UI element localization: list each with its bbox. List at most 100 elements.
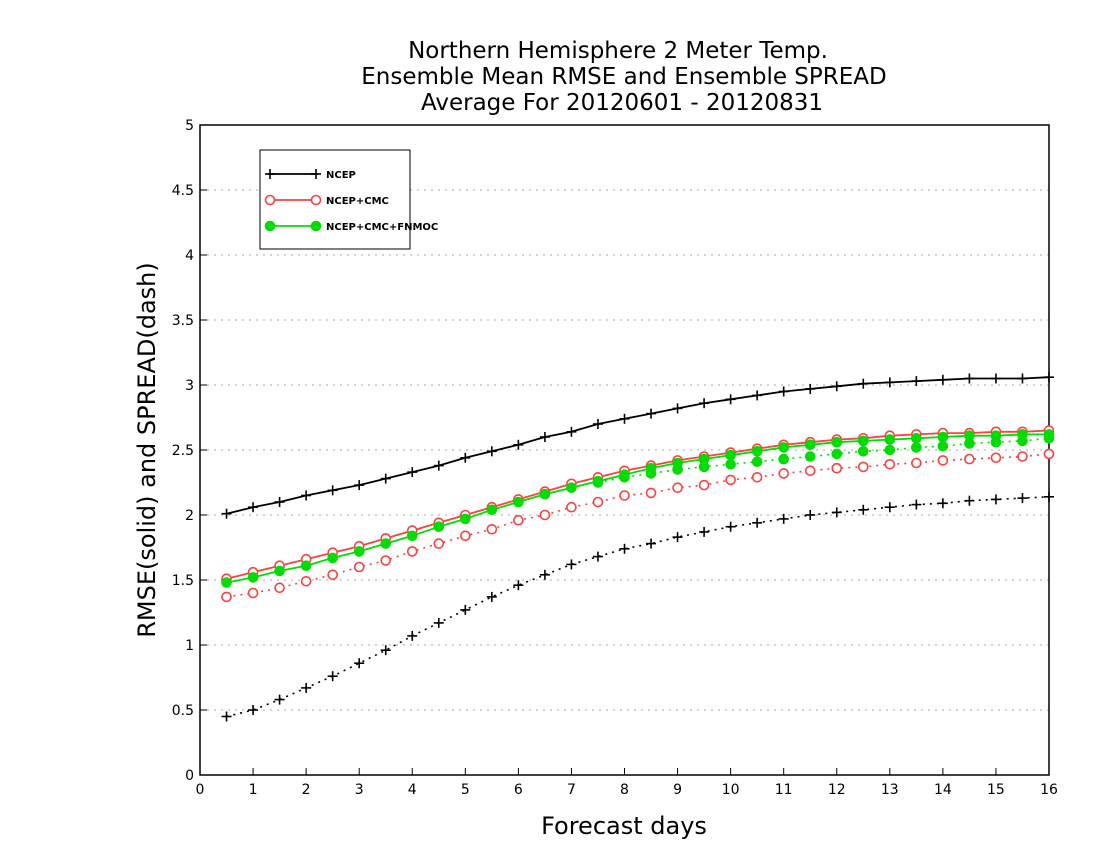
ncep-rmse-point bbox=[1017, 373, 1028, 384]
ncep-cmc-fnmoc-rmse-point bbox=[831, 436, 843, 448]
legend-entry: NCEP+CMC+FNMOC bbox=[264, 220, 438, 233]
x-tick-label: 15 bbox=[987, 782, 1005, 798]
ncep-rmse-point bbox=[354, 480, 365, 491]
ncep-cmc-fnmoc-spread-point bbox=[751, 456, 763, 468]
legend-marker bbox=[310, 220, 322, 232]
ncep-cmc-spread-point bbox=[300, 575, 312, 587]
x-tick-label: 10 bbox=[722, 782, 740, 798]
y-tick-label: 5 bbox=[185, 118, 194, 134]
ncep-rmse-point bbox=[725, 394, 736, 405]
ncep-rmse-point bbox=[248, 502, 259, 513]
ncep-cmc-fnmoc-rmse-point bbox=[857, 435, 869, 447]
ncep-spread-point bbox=[699, 526, 710, 537]
ncep-cmc-spread-point bbox=[1017, 451, 1028, 462]
ncep-cmc-fnmoc-rmse-point bbox=[539, 488, 551, 500]
ncep-cmc-fnmoc-rmse-point bbox=[460, 513, 471, 525]
ncep-spread-point bbox=[964, 495, 975, 506]
ncep-cmc-spread-point bbox=[433, 538, 445, 549]
ncep-cmc-fnmoc-spread-point bbox=[884, 444, 896, 456]
ncep-cmc-fnmoc-rmse-point bbox=[725, 449, 736, 461]
ncep-cmc-spread-point bbox=[911, 457, 922, 469]
ncep-rmse-point bbox=[858, 378, 869, 389]
legend-marker bbox=[264, 220, 276, 232]
ncep-rmse-point bbox=[937, 374, 948, 385]
ncep-spread-point bbox=[221, 711, 232, 722]
ncep-cmc-fnmoc-rmse-point bbox=[911, 433, 922, 444]
ncep-cmc-spread-point bbox=[778, 468, 789, 479]
ncep-cmc-fnmoc-rmse-point bbox=[406, 530, 418, 542]
ncep-rmse-point bbox=[619, 413, 630, 424]
x-tick-label: 9 bbox=[673, 782, 682, 798]
ncep-spread-point bbox=[831, 507, 842, 518]
x-tick-label: 13 bbox=[881, 782, 899, 798]
legend-label: NCEP+CMC+FNMOC bbox=[326, 222, 438, 233]
x-tick-label: 16 bbox=[1040, 782, 1058, 798]
ncep-cmc-fnmoc-rmse-point bbox=[1043, 429, 1055, 440]
ncep-cmc-fnmoc-rmse-point bbox=[380, 538, 392, 549]
ncep-cmc-spread-point bbox=[486, 523, 498, 535]
legend-entries: NCEP NCEP+CMC NCEP+CMC+FNMOC bbox=[264, 169, 438, 233]
ncep-cmc-spread-point bbox=[327, 569, 338, 581]
ncep-rmse-point bbox=[539, 432, 550, 442]
ncep-cmc-spread-point bbox=[672, 482, 683, 494]
ncep-rmse-point bbox=[672, 403, 683, 414]
ncep-cmc-fnmoc-rmse-point bbox=[592, 475, 604, 487]
x-tick-label: 4 bbox=[408, 782, 417, 798]
ncep-cmc-fnmoc-spread-point bbox=[778, 453, 789, 465]
y-axis-label: RMSE(solid) and SPREAD(dash) bbox=[133, 262, 161, 638]
ncep-cmc-spread-point bbox=[751, 471, 763, 483]
ncep-spread-point bbox=[752, 517, 763, 528]
ncep-cmc-fnmoc-rmse-point bbox=[327, 552, 338, 564]
ncep-spread-line bbox=[226, 496, 1050, 718]
chart-title-line-1: Northern Hemisphere 2 Meter Temp. bbox=[408, 38, 828, 64]
ncep-cmc-spread-point bbox=[380, 555, 392, 566]
y-axis-tick-labels: 0 0.5 1 1.5 2 2.5 3 3.5 4 4.5 5 bbox=[172, 118, 194, 784]
y-tick-label: 1.5 bbox=[172, 573, 194, 589]
ncep-rmse-point bbox=[1044, 372, 1054, 383]
legend: NCEP NCEP+CMC NCEP+CMC+FNMOC bbox=[259, 149, 438, 250]
ncep-rmse-point bbox=[592, 419, 603, 429]
legend-label: NCEP bbox=[326, 170, 356, 181]
x-tick-label: 5 bbox=[461, 782, 470, 798]
chart-title-line-3: Average For 20120601 - 20120831 bbox=[421, 90, 823, 116]
ncep-spread-point bbox=[301, 682, 312, 693]
ncep-cmc-spread-point bbox=[990, 452, 1002, 464]
legend-entry: NCEP bbox=[265, 169, 356, 181]
ncep-cmc-fnmoc-rmse-point bbox=[353, 546, 365, 557]
ncep-rmse-point bbox=[699, 398, 710, 409]
ncep-cmc-spread-point bbox=[247, 587, 259, 599]
legend-marker bbox=[264, 194, 276, 206]
legend-marker bbox=[311, 169, 321, 179]
x-tick-label: 2 bbox=[302, 782, 311, 798]
legend-marker bbox=[265, 169, 275, 179]
ncep-cmc-fnmoc-rmse-point bbox=[698, 453, 710, 465]
ncep-cmc-fnmoc-spread-point bbox=[831, 448, 843, 460]
ncep-cmc-spread-point bbox=[353, 561, 365, 573]
ncep-rmse-point bbox=[831, 381, 842, 392]
ncep-rmse-point bbox=[274, 497, 285, 507]
ncep-cmc-spread-point bbox=[964, 453, 975, 465]
x-tick-label: 12 bbox=[828, 782, 846, 798]
series-markers bbox=[221, 372, 1055, 722]
ncep-cmc-spread-point bbox=[645, 487, 657, 499]
ncep-spread-point bbox=[778, 513, 789, 524]
ncep-rmse-point bbox=[884, 377, 895, 388]
ncep-cmc-fnmoc-rmse-point bbox=[1017, 429, 1028, 440]
ncep-cmc-fnmoc-rmse-point bbox=[513, 496, 524, 508]
y-tick-label: 4.5 bbox=[172, 183, 194, 199]
ncep-cmc-spread-point bbox=[1043, 448, 1055, 460]
ncep-cmc-fnmoc-rmse-point bbox=[566, 482, 577, 494]
ncep-cmc-fnmoc-spread-point bbox=[804, 451, 816, 462]
ncep-spread-point bbox=[460, 604, 471, 615]
ncep-spread-point bbox=[990, 494, 1001, 505]
y-tick-label: 0.5 bbox=[172, 703, 194, 719]
ncep-cmc-spread-point bbox=[460, 530, 471, 542]
ncep-cmc-fnmoc-spread-point bbox=[911, 442, 922, 453]
ncep-rmse-point bbox=[407, 467, 418, 478]
ncep-cmc-fnmoc-rmse-point bbox=[804, 439, 816, 451]
ncep-spread-point bbox=[672, 532, 683, 543]
ncep-cmc-spread-point bbox=[937, 455, 949, 466]
y-tick-label: 0 bbox=[185, 768, 194, 784]
ncep-cmc-spread-point bbox=[831, 462, 843, 474]
